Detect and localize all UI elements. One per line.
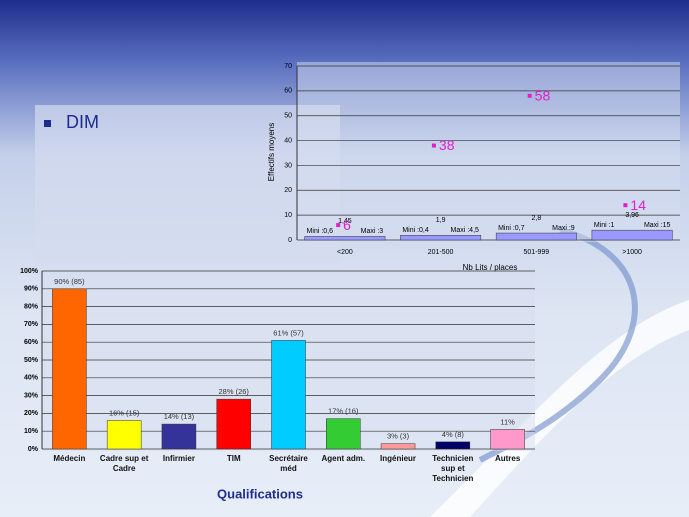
y-tick-label: 30% bbox=[24, 392, 39, 399]
value-label: 1,9 bbox=[436, 217, 446, 224]
y-tick-label: 10 bbox=[284, 212, 292, 219]
x-tick-label: <200 bbox=[337, 249, 353, 256]
y-tick-label: 50% bbox=[24, 357, 39, 364]
y-tick-label: 10% bbox=[24, 428, 39, 435]
x-tick-label: Cadre sup et Cadre bbox=[99, 454, 149, 473]
x-tick-label: >1000 bbox=[622, 249, 642, 256]
plot-area bbox=[297, 62, 680, 242]
point bbox=[623, 203, 628, 208]
bullet-text: DIM bbox=[66, 112, 99, 132]
bar bbox=[495, 232, 577, 241]
y-tick-label: 90% bbox=[24, 286, 39, 293]
point bbox=[431, 143, 436, 148]
y-tick-label: 70 bbox=[284, 63, 292, 70]
x-tick-label: Médecin bbox=[53, 454, 86, 463]
annotation: Maxi :9 bbox=[552, 225, 575, 232]
bar bbox=[326, 418, 361, 450]
y-tick-label: 60% bbox=[24, 339, 39, 346]
bar bbox=[271, 340, 306, 450]
value-label: 28% (26) bbox=[219, 387, 250, 396]
annotation: Mini :1 bbox=[594, 222, 615, 229]
annotation: Maxi :3 bbox=[361, 228, 384, 235]
x-tick-label: Ingénieur bbox=[380, 454, 417, 463]
bar bbox=[304, 236, 386, 241]
y-tick-label: 40 bbox=[284, 137, 292, 144]
bullet-marker bbox=[44, 120, 51, 127]
annotation: Mini :0,4 bbox=[402, 227, 429, 234]
point bbox=[527, 93, 532, 98]
value-label: 17% (16) bbox=[328, 407, 359, 416]
value-label: 4% (8) bbox=[442, 430, 465, 439]
point bbox=[336, 223, 341, 228]
y-tick-label: 70% bbox=[24, 321, 39, 328]
y-tick-label: 100% bbox=[20, 268, 39, 275]
y-axis-label: Effectifs moyens bbox=[267, 123, 276, 182]
y-tick-label: 30 bbox=[284, 162, 292, 169]
annotation: Maxi :15 bbox=[644, 222, 671, 229]
point-label: 14 bbox=[630, 197, 646, 213]
bar bbox=[52, 288, 87, 450]
y-tick-label: 20 bbox=[284, 187, 292, 194]
y-tick-label: 20% bbox=[24, 410, 39, 417]
bar bbox=[490, 429, 525, 450]
y-tick-label: 50 bbox=[284, 113, 292, 120]
bar bbox=[216, 398, 251, 450]
x-tick-label: Secrétaire méd bbox=[269, 454, 308, 473]
value-label: 11% bbox=[500, 417, 515, 426]
y-tick-label: 0% bbox=[28, 446, 39, 453]
annotation: Mini :0,7 bbox=[498, 225, 525, 232]
x-tick-label: Autres bbox=[494, 454, 521, 463]
x-tick-label: 501-999 bbox=[524, 249, 550, 256]
value-label: 3% (3) bbox=[387, 432, 410, 441]
value-label: 16% (15) bbox=[109, 409, 140, 418]
annotation: Maxi :4,5 bbox=[451, 227, 480, 234]
bar bbox=[591, 229, 673, 241]
y-tick-label: 0 bbox=[288, 237, 292, 244]
x-axis-label: Nb Lits / places bbox=[463, 263, 518, 272]
bar bbox=[161, 423, 197, 450]
annotation: Mini :0,6 bbox=[307, 228, 334, 235]
y-tick-label: 60 bbox=[284, 88, 292, 95]
value-label: 2,8 bbox=[532, 215, 542, 222]
x-tick-label: Agent adm. bbox=[321, 454, 366, 463]
point-label: 6 bbox=[343, 217, 351, 233]
bar bbox=[380, 443, 416, 450]
bullet-panel bbox=[35, 105, 340, 265]
value-label: 3,96 bbox=[625, 212, 639, 219]
bar bbox=[400, 235, 482, 241]
point-label: 58 bbox=[535, 88, 551, 104]
y-tick-label: 80% bbox=[24, 303, 39, 310]
swoosh bbox=[430, 300, 689, 517]
value-label: 61% (57) bbox=[273, 328, 304, 337]
value-label: 14% (13) bbox=[164, 412, 195, 421]
y-tick-label: 40% bbox=[24, 375, 39, 382]
bar bbox=[435, 441, 471, 450]
value-label: 1,45 bbox=[338, 218, 352, 225]
bar bbox=[106, 420, 142, 450]
x-axis-label: Qualifications bbox=[217, 486, 303, 501]
x-tick-label: Infirmier bbox=[162, 454, 195, 463]
value-label: 90% (85) bbox=[54, 277, 85, 286]
point-label: 38 bbox=[439, 137, 455, 153]
x-tick-label: 201-500 bbox=[428, 249, 454, 256]
x-tick-label: Technicien sup et Technicien bbox=[432, 454, 474, 483]
x-tick-label: TIM bbox=[226, 454, 241, 463]
